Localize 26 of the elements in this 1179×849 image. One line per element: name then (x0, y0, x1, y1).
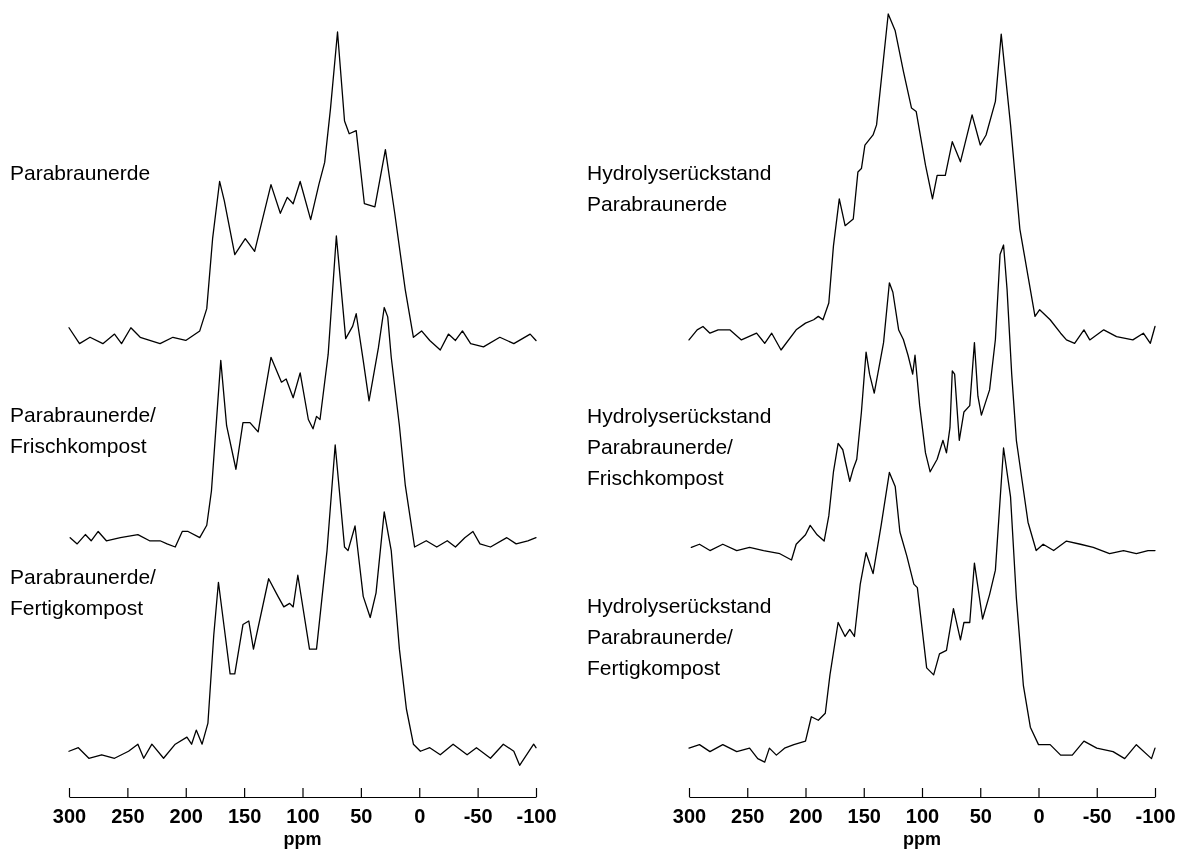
x-tick-label: 200 (169, 805, 203, 828)
x-tick-label: 200 (789, 805, 823, 828)
text: Hydrolyserückstand Parabraunerde/ Fertigkompost (587, 594, 772, 679)
x-tick-label: 150 (227, 805, 262, 828)
text: Hydrolyserückstand Parabraunerde/ Frischkompost (587, 404, 772, 489)
text: Parabraunerde/ Fertigkompost (10, 565, 157, 619)
x-axis-title: ppm (903, 829, 941, 849)
text: Hydrolyserückstand Parabraunerde (587, 161, 772, 215)
x-tick-label: -50 (463, 805, 493, 828)
x-tick-label: 50 (350, 805, 373, 828)
x-tick-label: 300 (52, 805, 87, 828)
x-tick-label: -100 (516, 805, 557, 828)
x-tick-label: 150 (847, 805, 881, 828)
x-tick-label: 0 (414, 805, 426, 828)
text: Parabraunerde/ Frischkompost (10, 403, 157, 457)
x-tick-label: 0 (1033, 805, 1045, 828)
x-axis-title: ppm (283, 829, 322, 849)
x-tick-label: 50 (969, 805, 992, 828)
x-tick-label: 100 (286, 805, 320, 828)
text: Parabraunerde (10, 161, 151, 184)
x-tick-label: 100 (905, 805, 940, 828)
x-tick-label: 250 (111, 805, 145, 828)
x-tick-label: -50 (1082, 805, 1112, 828)
x-tick-label: -100 (1135, 805, 1176, 828)
x-tick-label: 250 (731, 805, 765, 828)
x-tick-label: 300 (672, 805, 707, 828)
